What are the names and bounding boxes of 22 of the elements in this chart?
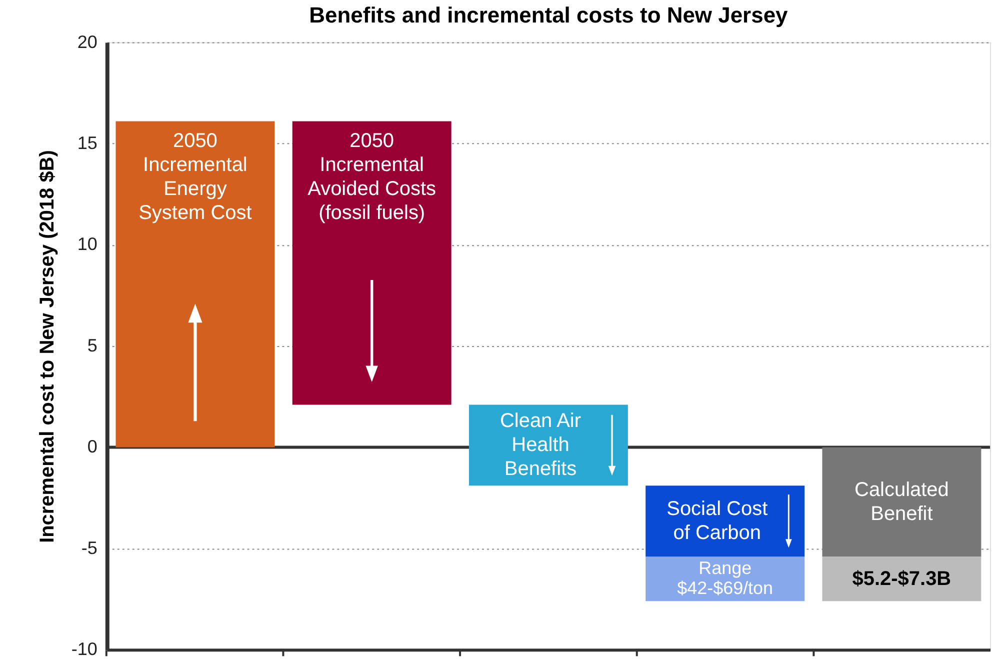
x-tick-label: 2050 Incremental Energy System Cost [138,130,252,224]
bar [116,121,275,448]
bar [822,556,982,602]
x-tick-label: Clean Air Health Benefits [500,410,582,480]
x-tick-label: Calculated Benefit [854,478,949,525]
data-label: Range $42-$69/ton [677,558,774,598]
bar [646,486,805,557]
y-tick-label: 5 [87,335,98,356]
chart-title: Benefits and incremental costs to New Jersey [309,2,789,28]
bar [468,404,628,486]
bar [292,121,452,405]
y-axis-title: Incremental cost to New Jersey (2018 $B) [36,150,58,543]
x-tick-label: 2050 Incremental Avoided Costs (fossil fuels) [308,130,436,224]
x-tick-label: Social Cost of Carbon [666,498,768,544]
y-tick-label: -10 [71,639,98,659]
y-tick-label: 15 [77,133,98,154]
y-tick-label: 20 [77,32,98,52]
data-label: $5.2-$7.3B [852,568,952,590]
y-tick-label: 0 [87,436,98,457]
y-tick-label: -5 [81,538,98,558]
y-tick-label: 10 [77,234,98,254]
bar [822,447,982,557]
